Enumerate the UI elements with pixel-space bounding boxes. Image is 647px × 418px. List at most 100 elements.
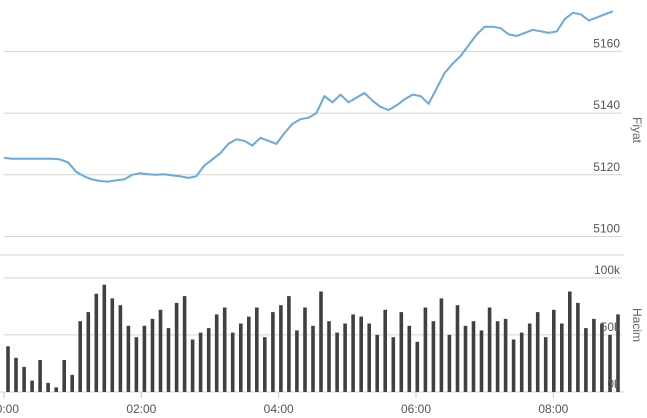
volume-bar: [592, 318, 596, 392]
volume-bar: [271, 312, 275, 392]
volume-bar: [150, 318, 155, 392]
price-tick-label: 5160: [593, 36, 620, 50]
volume-bar: [303, 307, 307, 392]
time-tick-label: 02:00: [126, 402, 156, 416]
volume-bar: [584, 328, 588, 392]
volume-bar: [568, 291, 572, 392]
volume-bar: [94, 293, 99, 392]
volume-bar: [375, 334, 379, 392]
price-tick-label: 5140: [593, 98, 620, 112]
volume-axis-label: Hacim: [630, 308, 644, 342]
price-gridlines: [4, 50, 622, 237]
volume-tick-label: 100k: [594, 263, 621, 277]
volume-bar: [70, 374, 74, 392]
volume-bar: [359, 316, 363, 392]
volume-bar: [503, 318, 508, 392]
price-tick-label: 5120: [593, 160, 620, 174]
volume-bar: [552, 309, 556, 392]
volume-bar: [198, 332, 203, 392]
volume-bar: [463, 325, 468, 392]
volume-bar: [263, 337, 267, 392]
volume-bar: [431, 321, 436, 392]
volume-bar: [102, 284, 107, 392]
volume-bar: [327, 321, 331, 392]
price-axis-label: Fiyat: [630, 117, 644, 144]
volume-bar: [62, 360, 66, 392]
time-tick-label: 06:00: [401, 402, 431, 416]
volume-bar: [608, 334, 612, 392]
time-tick-label: 00:00: [0, 402, 19, 416]
volume-bar: [214, 314, 219, 392]
volume-bar: [14, 357, 18, 393]
volume-bar: [543, 337, 548, 392]
volume-bar: [471, 321, 476, 392]
volume-bar: [511, 339, 516, 392]
volume-bar: [616, 314, 620, 392]
volume-bar: [255, 307, 259, 392]
volume-bar: [247, 316, 251, 392]
volume-bar: [142, 325, 147, 392]
volume-bar: [6, 346, 10, 392]
volume-bar: [22, 366, 26, 392]
volume-bar: [479, 330, 484, 392]
volume-bar: [287, 296, 291, 392]
volume-bar: [527, 323, 532, 392]
volume-bar: [455, 305, 460, 392]
volume-bar: [439, 298, 444, 392]
volume-bars: [6, 284, 620, 393]
volume-bar: [343, 323, 347, 392]
volume-panel: 0k 50k 100k Hacim: [0, 254, 644, 393]
volume-bar: [535, 312, 540, 392]
volume-bar: [118, 305, 123, 392]
volume-bar: [407, 325, 412, 392]
volume-bar: [295, 330, 299, 392]
volume-bar: [319, 291, 323, 392]
volume-bar: [423, 307, 428, 392]
price-tick-labels: 5100 5120 5140 5160: [593, 36, 620, 235]
volume-bar: [399, 312, 404, 392]
volume-bar: [230, 332, 235, 392]
volume-tick-labels: 0k 50k 100k: [594, 263, 621, 391]
volume-bar: [519, 332, 524, 392]
volume-bar: [126, 325, 131, 392]
volume-bar: [158, 309, 163, 392]
volume-bar: [38, 360, 42, 392]
time-axis: 00:00 02:00 04:00 06:00 08:00: [0, 392, 569, 416]
volume-bar: [576, 302, 580, 392]
volume-bar: [447, 334, 452, 392]
volume-tick-label: 50k: [601, 320, 621, 334]
price-panel: 5100 5120 5140 5160 Fiyat: [3, 10, 644, 237]
volume-bar: [134, 337, 139, 392]
volume-bar: [86, 312, 91, 392]
volume-bar: [311, 325, 315, 392]
volume-bar: [560, 323, 564, 392]
volume-bar: [222, 307, 227, 392]
volume-bar: [206, 328, 211, 392]
price-series-line: [3, 10, 614, 183]
volume-bar: [335, 332, 339, 392]
volume-bar: [174, 302, 179, 392]
volume-bar: [367, 323, 371, 392]
volume-bar: [30, 380, 34, 392]
time-tick-label: 04:00: [264, 402, 294, 416]
volume-tick-label: 0k: [607, 377, 621, 391]
volume-bar: [166, 328, 171, 392]
volume-bar: [391, 337, 396, 392]
volume-bar: [279, 305, 283, 392]
volume-bar: [383, 309, 387, 392]
volume-bar: [351, 314, 355, 392]
volume-bar: [182, 296, 187, 392]
volume-bar: [190, 339, 195, 392]
volume-bar: [600, 323, 604, 392]
volume-bar: [110, 298, 115, 392]
volume-bar: [415, 341, 420, 392]
volume-bar: [54, 387, 58, 392]
time-tick-label: 08:00: [538, 402, 568, 416]
volume-bar: [495, 321, 500, 392]
volume-bar: [46, 382, 50, 392]
price-tick-label: 5100: [593, 221, 620, 235]
volume-bar: [239, 323, 243, 392]
volume-bar: [78, 321, 82, 392]
volume-bar: [487, 307, 492, 392]
